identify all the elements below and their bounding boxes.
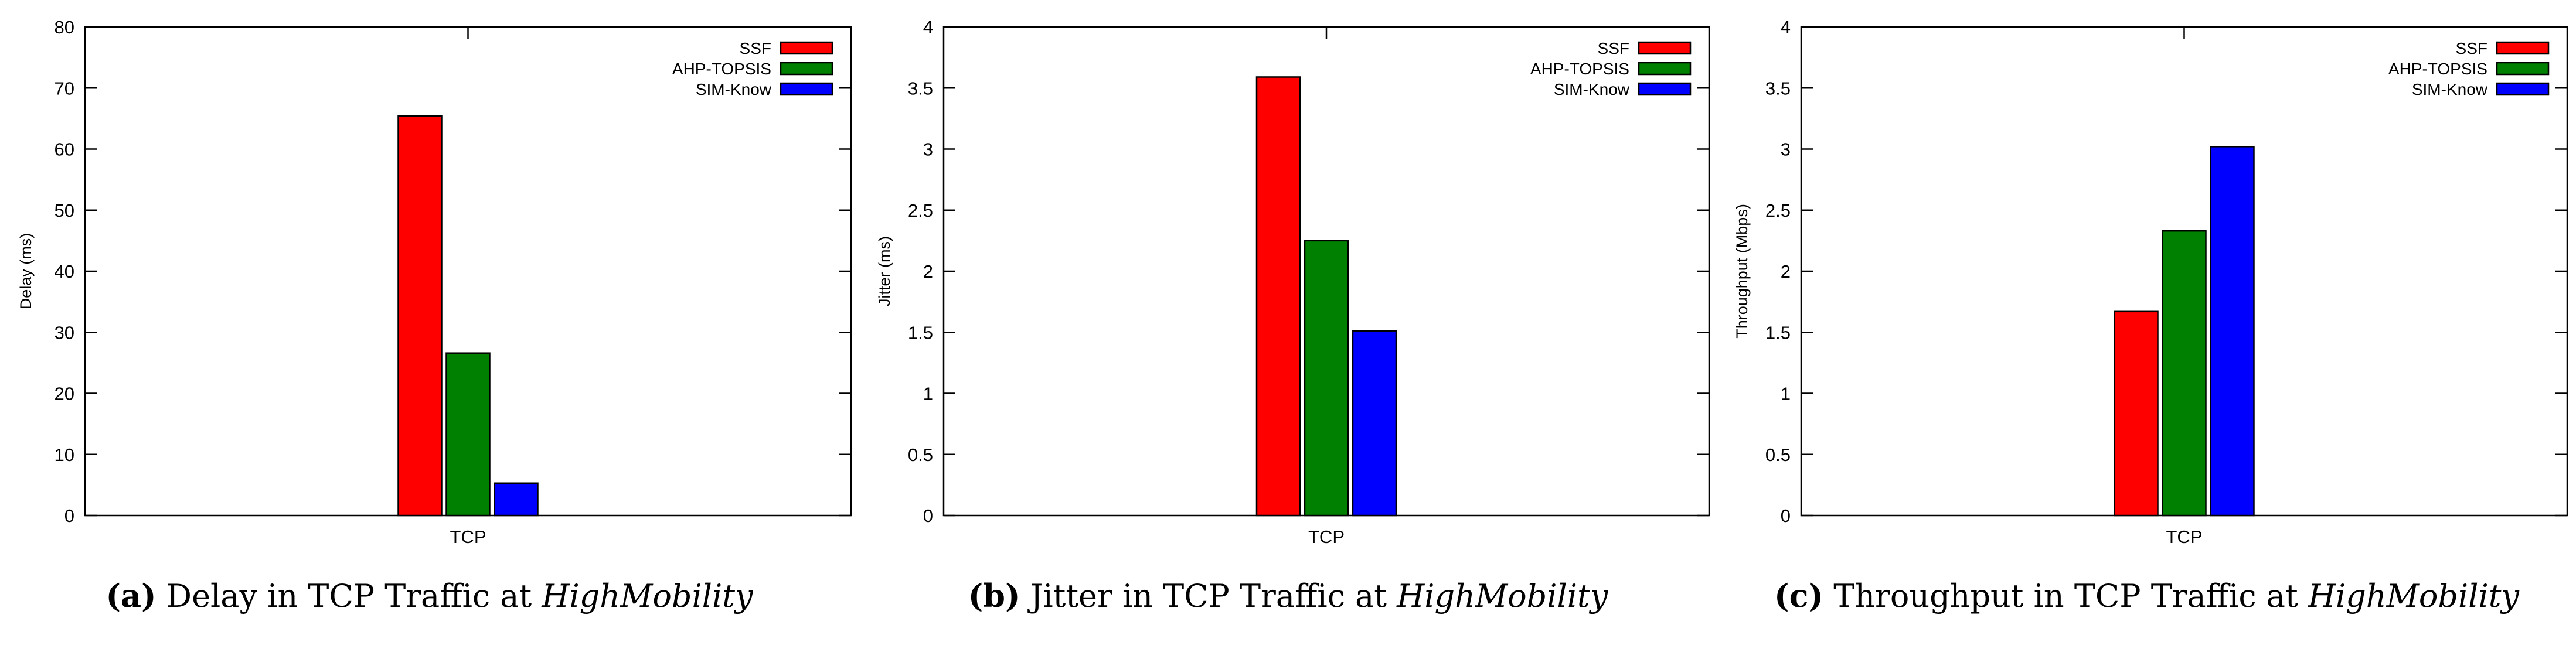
y-tick-label: 10 [55,445,74,465]
legend-label-ahp-topsis: AHP-TOPSIS [672,60,771,78]
legend-swatch-sim-know [780,82,833,96]
y-tick-label: 0 [1781,506,1791,526]
legend-swatch-ahp-topsis [780,62,833,76]
throughput-chart: 0 0.5 1 1.5 2 2.5 3 3.5 4 Throughput (Mbps) TCP SSF… [1733,17,2568,547]
y-tick-label: 60 [55,139,74,160]
legend-swatch-ahp-topsis [2496,62,2550,76]
bar-sim-know [1352,330,1397,517]
delay-chart: 0 10 20 30 40 50 60 70 80 Delay (ms) TCP SSF AHP-TOP… [17,17,852,547]
y-tick-label: 80 [55,17,74,37]
legend-label-ssf: SSF [740,39,771,57]
caption-letter: (b) [968,577,1020,615]
y-tick-label: 50 [55,200,74,221]
x-tick-label: TCP [2166,527,2203,547]
y-tick-label: 2.5 [1765,200,1791,221]
y-tick-label: 0.5 [1765,445,1791,465]
caption-emphasis: HighMobility [542,578,753,615]
y-tick-label: 0.5 [908,445,933,465]
caption-text: Jitter in TCP Traffic at [1030,578,1387,615]
bar-ahp-topsis [2162,230,2207,517]
bar-sim-know [494,482,539,517]
delay-caption: (a) Delay in TCP Traffic at HighMobility [0,577,859,615]
jitter-caption: (b) Jitter in TCP Traffic at HighMobilit… [859,577,1717,615]
caption-letter: (c) [1774,577,1824,615]
y-axis-label: Jitter (ms) [876,236,893,306]
legend-label-ahp-topsis: AHP-TOPSIS [1530,60,1629,78]
y-tick-label: 30 [55,322,74,343]
jitter-chart: 0 0.5 1 1.5 2 2.5 3 3.5 4 Jitter (ms) TCP SSF AHP-TO… [876,17,1710,547]
legend-label-ssf: SSF [2456,39,2487,57]
caption-emphasis: HighMobility [1397,578,1608,615]
y-tick-label: 3 [1781,139,1791,160]
y-tick-label: 1 [1781,384,1791,404]
caption-emphasis: HighMobility [2308,578,2519,615]
caption-letter: (a) [106,577,156,615]
legend-label-ssf: SSF [1598,39,1629,57]
legend-swatch-sim-know [1638,82,1692,96]
y-axis-label: Delay (ms) [17,233,35,310]
y-tick-label: 1.5 [1765,322,1791,343]
y-tick-label: 20 [55,384,74,404]
x-tick-label: TCP [1308,527,1345,547]
caption-text: Throughput in TCP Traffic at [1833,578,2298,615]
y-tick-label: 40 [55,261,74,282]
y-tick-label: 3 [923,139,933,160]
y-tick-label: 3.5 [908,78,933,98]
y-tick-label: 2 [1781,261,1791,282]
legend-swatch-ssf [2496,41,2550,55]
jitter-panel: 0 0.5 1 1.5 2 2.5 3 3.5 4 Jitter (ms) TCP SSF AHP-TO… [859,0,1717,652]
throughput-caption: (c) Throughput in TCP Traffic at HighMob… [1717,577,2576,615]
legend-swatch-ahp-topsis [1638,62,1692,76]
throughput-panel: 0 0.5 1 1.5 2 2.5 3 3.5 4 Throughput (Mbps) TCP SSF… [1717,0,2576,652]
legend-label-sim-know: SIM-Know [2412,80,2488,98]
delay-panel: 0 10 20 30 40 50 60 70 80 Delay (ms) TCP SSF AHP-TOP… [0,0,859,652]
caption-text: Delay in TCP Traffic at [166,578,532,615]
legend-label-ahp-topsis: AHP-TOPSIS [2388,60,2487,78]
legend-swatch-sim-know [2496,82,2550,96]
legend-swatch-ssf [780,41,833,55]
y-tick-label: 1 [923,384,933,404]
y-tick-label: 70 [55,78,74,98]
legend-swatch-ssf [1638,41,1692,55]
y-tick-label: 3.5 [1765,78,1791,98]
y-tick-label: 4 [923,17,933,37]
legend-label-sim-know: SIM-Know [696,80,772,98]
y-tick-label: 1.5 [908,322,933,343]
bar-ssf [397,115,443,517]
y-axis-label: Throughput (Mbps) [1733,204,1751,339]
bar-ssf [1255,76,1301,517]
legend-label-sim-know: SIM-Know [1554,80,1630,98]
x-tick-label: TCP [450,527,486,547]
bar-sim-know [2210,146,2255,517]
y-tick-label: 0 [64,506,74,526]
y-tick-label: 2 [923,261,933,282]
bar-ssf [2114,310,2159,517]
bar-ahp-topsis [1304,240,1349,517]
bar-ahp-topsis [445,352,491,517]
y-tick-label: 4 [1781,17,1791,37]
y-tick-label: 2.5 [908,200,933,221]
y-tick-label: 0 [923,506,933,526]
